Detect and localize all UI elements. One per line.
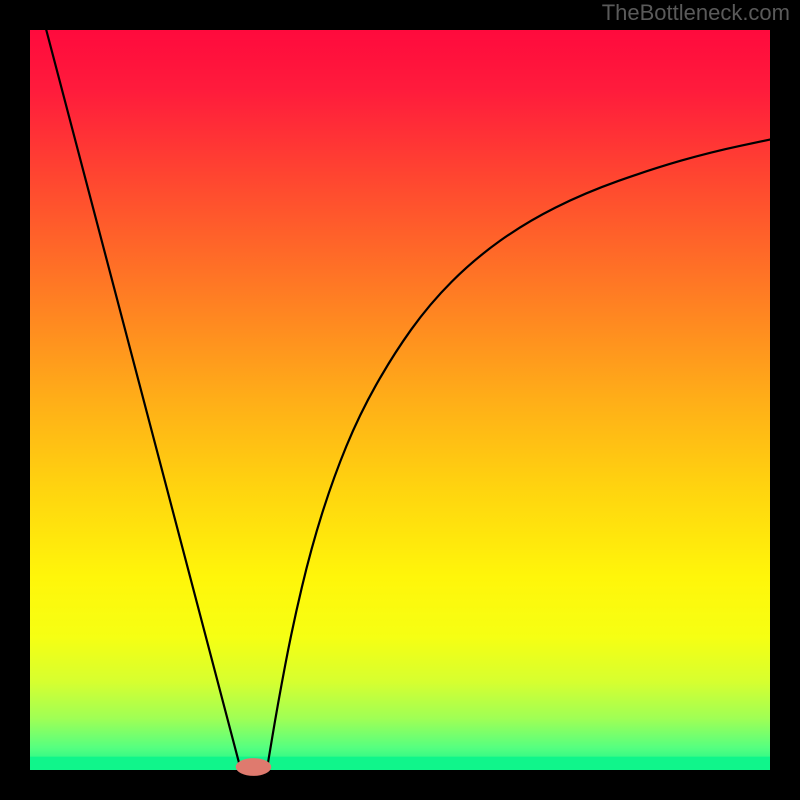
bottleneck-chart bbox=[0, 0, 800, 800]
watermark-text: TheBottleneck.com bbox=[602, 0, 790, 26]
baseline-band bbox=[30, 757, 770, 770]
optimal-marker bbox=[236, 758, 272, 776]
chart-container: TheBottleneck.com bbox=[0, 0, 800, 800]
plot-area bbox=[30, 30, 770, 770]
